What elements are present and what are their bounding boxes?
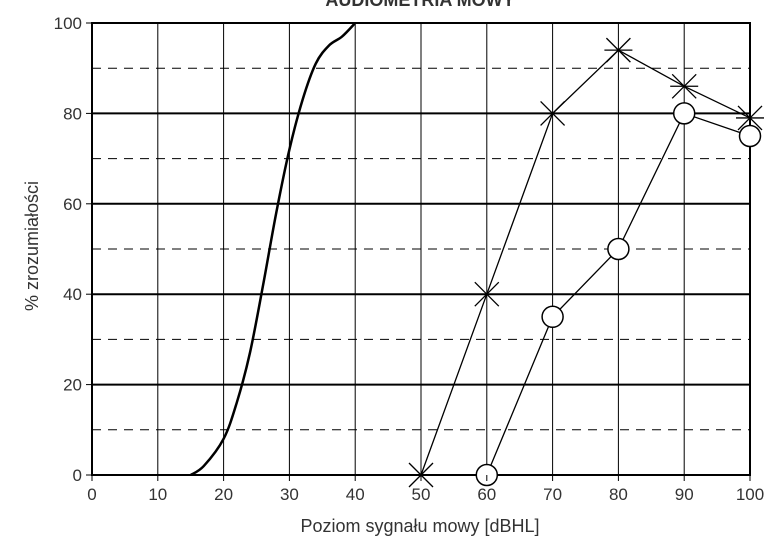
data-point-circle-marker	[541, 305, 564, 329]
x-tick-label: 20	[214, 485, 233, 504]
data-point-x-marker	[604, 37, 633, 63]
y-tick-label: 80	[63, 104, 82, 123]
x-tick-label: 10	[148, 485, 167, 504]
y-tick-label: 20	[63, 376, 82, 395]
x-tick-label: 0	[87, 485, 96, 504]
x-tick-label: 80	[609, 485, 628, 504]
x-tick-label: 90	[675, 485, 694, 504]
x-tick-label: 100	[736, 485, 764, 504]
y-tick-label: 0	[73, 466, 82, 485]
x-tick-label: 70	[543, 485, 562, 504]
data-point-x-marker	[538, 100, 567, 126]
y-tick-label: 60	[63, 195, 82, 214]
x-tick-label: 30	[280, 485, 299, 504]
data-point-x-marker	[472, 281, 501, 307]
x-tick-label: 40	[346, 485, 365, 504]
series-line-1	[189, 22, 357, 477]
ticks: 0 10 20 30 40 50 60 70 80 90 100 0 20 40 60 80 100	[54, 14, 765, 504]
y-axis-label: % zrozumiałości	[22, 181, 42, 311]
x-axis-label: Poziom sygnału mowy [dBHL]	[300, 516, 539, 536]
x-tick-label: 60	[477, 485, 496, 504]
data-point-x-marker	[670, 73, 699, 99]
chart-title: AUDIOMETRIA MOWY	[325, 0, 514, 10]
data-point-circle-marker	[607, 237, 630, 261]
data-point-circle-marker	[672, 102, 696, 125]
x-tick-label: 50	[412, 485, 431, 504]
series-line-2	[420, 49, 751, 476]
y-tick-label: 40	[63, 285, 82, 304]
data-point-circle-marker	[738, 124, 762, 148]
y-tick-label: 100	[54, 14, 82, 33]
series-layer	[189, 22, 764, 488]
data-point-x-marker	[736, 105, 764, 131]
grid	[91, 22, 751, 476]
